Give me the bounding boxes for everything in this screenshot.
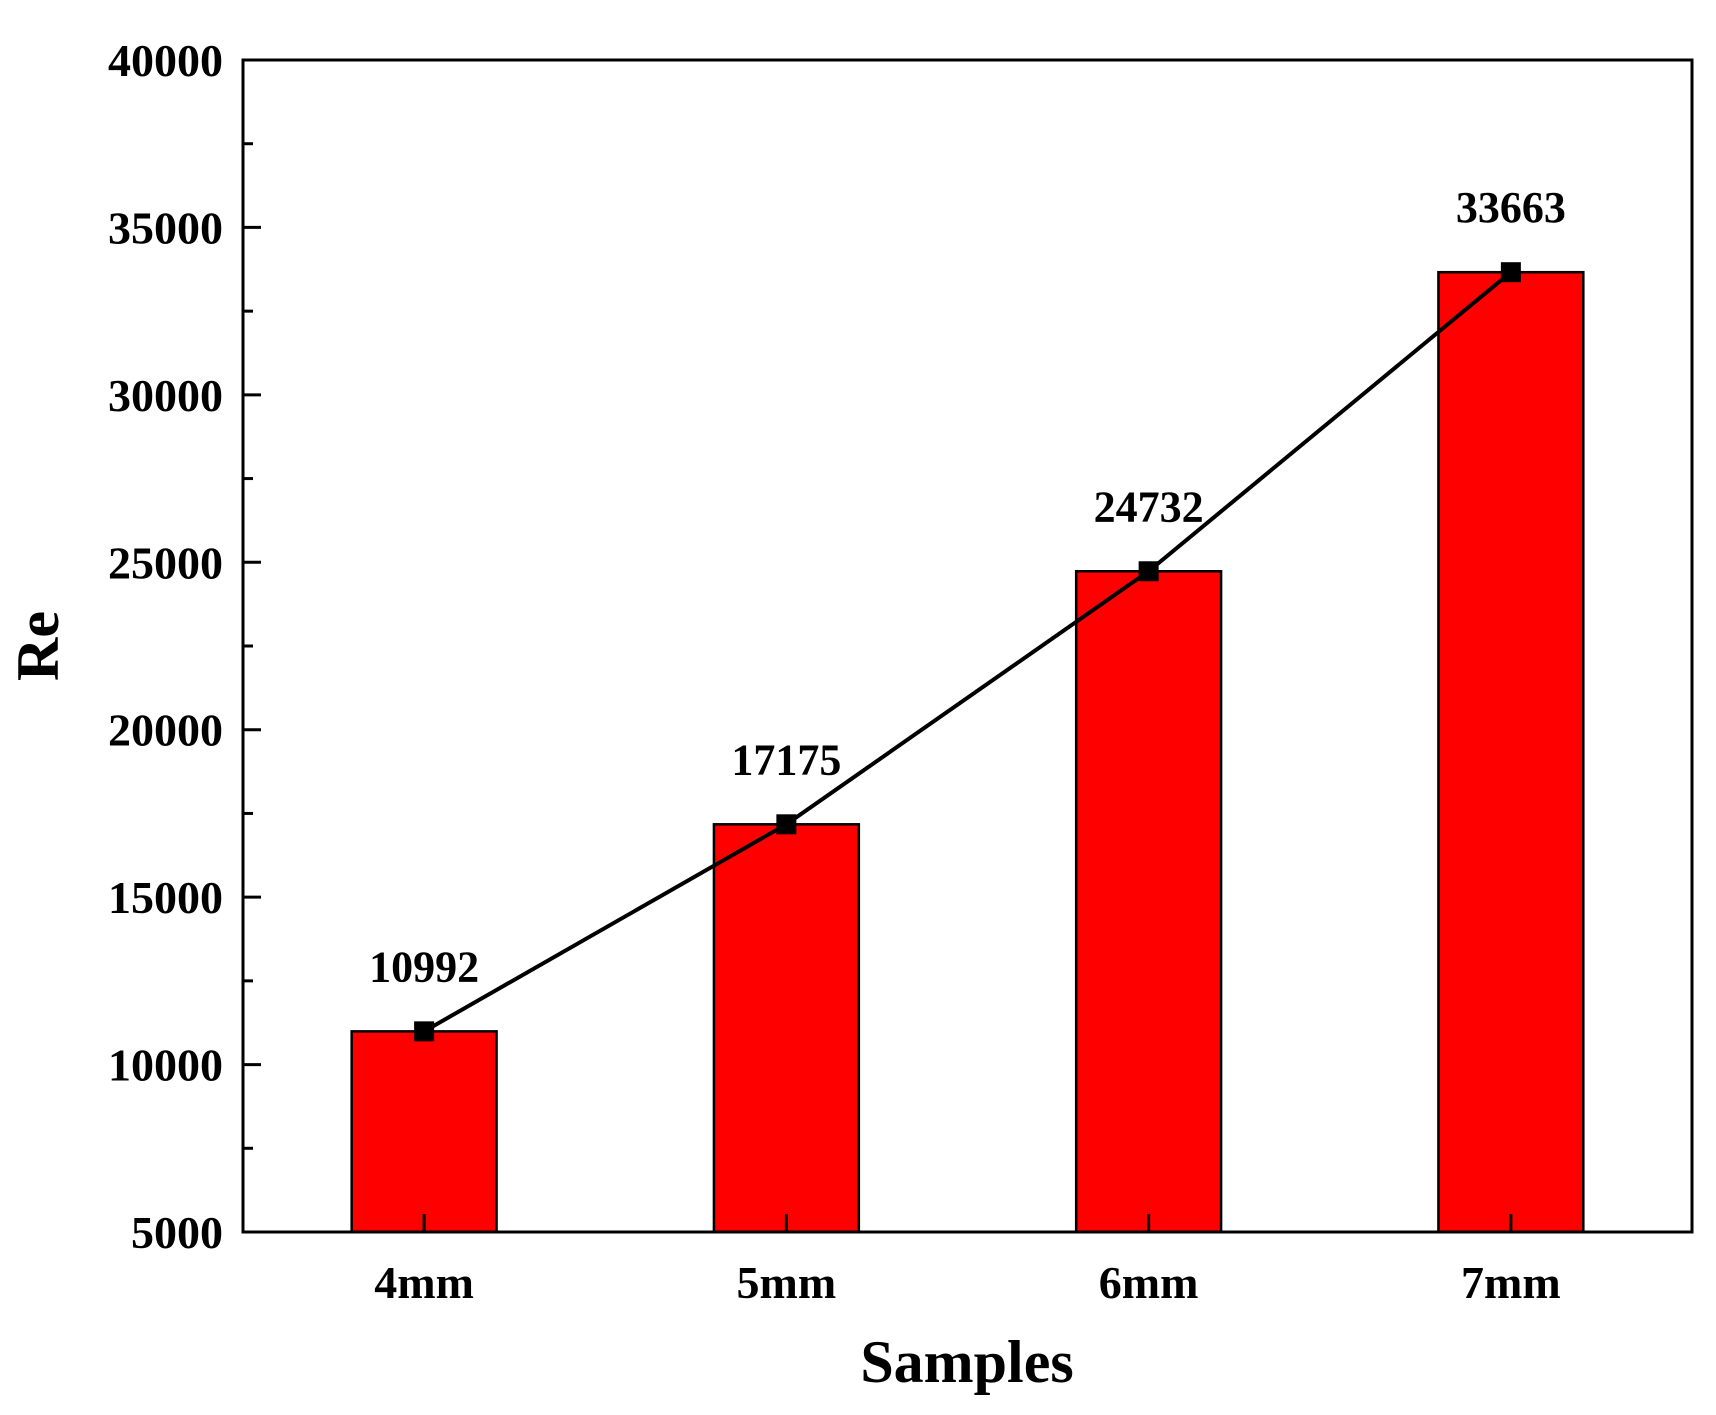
ticks-layer <box>243 58 1513 1234</box>
data-label-7mm: 33663 <box>1456 183 1566 232</box>
y-tick-label: 30000 <box>108 370 223 421</box>
line-marker-7mm <box>1500 262 1521 283</box>
y-tick-label: 25000 <box>108 537 223 588</box>
line-layer <box>414 262 1521 1042</box>
line-marker-4mm <box>414 1021 435 1042</box>
y-tick-label: 5000 <box>131 1207 223 1258</box>
y-tick-label: 10000 <box>108 1040 223 1091</box>
x-tick-label-4mm: 4mm <box>374 1257 474 1308</box>
bars-layer <box>350 270 1585 1234</box>
y-tick-label: 15000 <box>108 872 223 923</box>
data-label-6mm: 24732 <box>1094 482 1204 531</box>
y-tick-label: 40000 <box>108 35 223 86</box>
line-marker-5mm <box>776 814 797 835</box>
x-tick-label-7mm: 7mm <box>1461 1257 1561 1308</box>
data-label-4mm: 10992 <box>369 942 479 991</box>
y-tick-label: 35000 <box>108 202 223 253</box>
series-line <box>423 270 1513 1034</box>
bar-7mm <box>1437 270 1585 1234</box>
x-axis-title: Samples <box>860 1329 1073 1395</box>
x-tick-label-6mm: 6mm <box>1099 1257 1199 1308</box>
bar-4mm <box>350 1030 498 1234</box>
labels-layer: 5000 10000 15000 20000 25000 30000 35000 40000 4… <box>108 35 1566 1308</box>
y-tick-label: 20000 <box>108 705 223 756</box>
bar-6mm <box>1074 570 1223 1234</box>
data-label-5mm: 17175 <box>731 735 841 784</box>
bar-5mm <box>712 823 861 1234</box>
line-marker-6mm <box>1138 561 1159 582</box>
y-axis-title: Re <box>5 611 71 681</box>
x-tick-label-5mm: 5mm <box>737 1257 837 1308</box>
